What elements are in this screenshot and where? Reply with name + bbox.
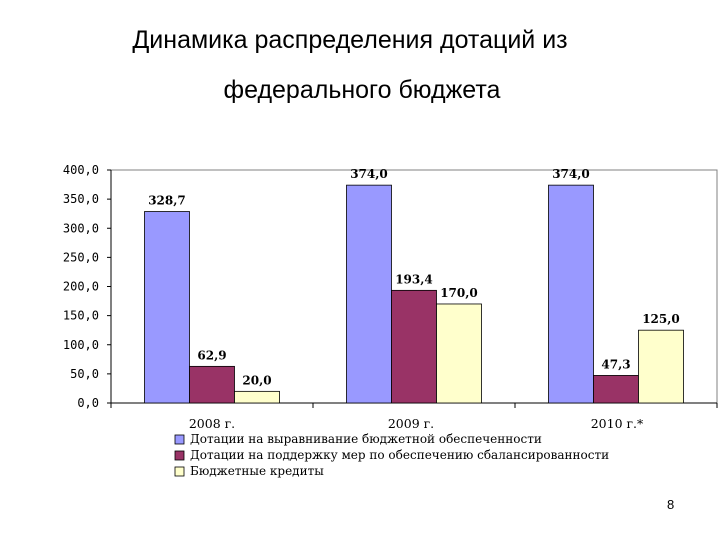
bar (548, 184, 594, 404)
x-category-label: 2008 г. (189, 416, 235, 431)
data-label: 374,0 (350, 167, 388, 181)
bar (436, 303, 482, 404)
y-tick-label: 350,0 (63, 192, 99, 206)
bar (189, 365, 235, 404)
chart-title-line-2: федерального бюджета (223, 76, 501, 104)
y-tick-label: 300,0 (63, 221, 99, 235)
chart-title-line-1: Динамика распределения дотаций из (132, 26, 568, 54)
page-number: 8 (667, 497, 675, 512)
bar (638, 329, 684, 404)
x-category-label: 2009 г. (388, 416, 434, 431)
y-tick-label: 400,0 (63, 163, 99, 177)
data-label: 328,7 (148, 194, 186, 208)
x-category-label: 2010 г.* (591, 416, 644, 431)
y-tick-label: 200,0 (63, 280, 99, 294)
data-label: 20,0 (242, 373, 271, 387)
data-label: 170,0 (440, 286, 478, 300)
legend-label: Бюджетные кредиты (190, 464, 324, 478)
bar (593, 375, 639, 404)
legend-label: Дотации на поддержку мер по обеспечению … (190, 448, 609, 462)
data-label: 193,4 (395, 272, 433, 286)
y-tick-label: 100,0 (63, 338, 99, 352)
legend-label: Дотации на выравнивание бюджетной обеспе… (190, 432, 542, 446)
legend-swatch (174, 450, 185, 461)
bar (391, 289, 437, 404)
legend-swatch (174, 434, 185, 445)
legend-swatch (174, 466, 185, 477)
y-tick-label: 50,0 (70, 367, 99, 381)
bar (346, 184, 392, 404)
data-label: 374,0 (552, 167, 590, 181)
bar (234, 390, 280, 404)
data-label: 62,9 (197, 348, 226, 362)
y-tick-label: 0,0 (77, 396, 99, 410)
y-tick-label: 250,0 (63, 250, 99, 264)
data-label: 47,3 (601, 357, 630, 371)
y-tick-label: 150,0 (63, 309, 99, 323)
bar (144, 211, 190, 404)
data-label: 125,0 (642, 312, 680, 326)
